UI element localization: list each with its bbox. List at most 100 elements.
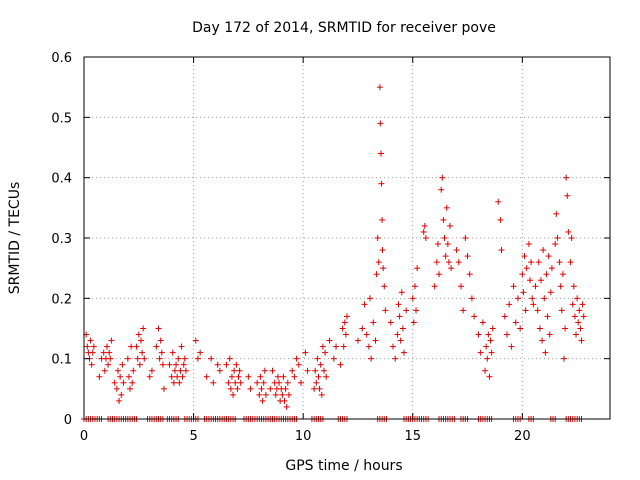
x-axis-label: GPS time / hours bbox=[285, 458, 402, 474]
data-point bbox=[523, 265, 530, 272]
data-point bbox=[498, 247, 505, 254]
data-point bbox=[323, 373, 330, 380]
data-point bbox=[527, 277, 534, 284]
data-point bbox=[160, 385, 167, 392]
data-point bbox=[337, 361, 344, 368]
data-point bbox=[443, 204, 450, 211]
data-point bbox=[284, 379, 291, 386]
data-point bbox=[576, 307, 583, 314]
data-point bbox=[223, 361, 230, 368]
data-point bbox=[506, 301, 513, 308]
data-point bbox=[485, 331, 492, 338]
y-tick-label: 0.6 bbox=[51, 51, 72, 66]
data-point bbox=[484, 355, 491, 362]
data-point bbox=[553, 210, 560, 217]
data-point bbox=[528, 259, 535, 266]
data-point bbox=[394, 331, 401, 338]
data-point bbox=[234, 385, 241, 392]
data-point bbox=[374, 235, 381, 241]
data-point bbox=[315, 373, 322, 380]
data-point bbox=[431, 283, 438, 290]
data-point bbox=[483, 343, 490, 350]
y-tick-label: 0 bbox=[64, 413, 72, 428]
data-point bbox=[387, 319, 394, 326]
data-point bbox=[439, 174, 446, 181]
data-point bbox=[233, 361, 240, 368]
y-tick-label: 0.5 bbox=[51, 111, 72, 126]
data-point bbox=[464, 253, 471, 260]
data-point bbox=[283, 403, 290, 410]
data-point bbox=[573, 331, 580, 338]
data-point bbox=[422, 235, 429, 241]
data-point bbox=[397, 337, 404, 344]
data-point bbox=[395, 301, 402, 308]
data-point bbox=[169, 349, 176, 356]
data-point bbox=[436, 271, 443, 278]
data-point bbox=[289, 367, 296, 374]
data-point bbox=[468, 295, 475, 302]
data-point bbox=[488, 349, 495, 356]
data-point bbox=[497, 216, 504, 223]
data-point bbox=[276, 379, 283, 386]
data-point bbox=[100, 349, 107, 356]
data-point bbox=[471, 313, 478, 320]
data-point bbox=[377, 150, 384, 157]
data-point bbox=[399, 325, 406, 332]
data-point bbox=[381, 283, 388, 290]
data-point bbox=[543, 271, 550, 278]
data-point bbox=[148, 367, 155, 374]
data-point bbox=[577, 325, 584, 332]
data-point bbox=[170, 379, 177, 386]
data-point bbox=[272, 391, 279, 398]
data-point bbox=[179, 373, 186, 380]
data-point bbox=[379, 216, 386, 223]
data-point bbox=[410, 319, 417, 326]
data-point bbox=[354, 337, 361, 344]
data-point bbox=[295, 361, 302, 368]
data-point bbox=[372, 337, 379, 344]
data-point bbox=[563, 174, 570, 181]
chart-title: Day 172 of 2014, SRMTID for receiver pov… bbox=[192, 20, 496, 36]
data-point bbox=[291, 373, 298, 380]
data-point bbox=[438, 186, 445, 193]
x-tick-label: 15 bbox=[404, 429, 421, 444]
data-point bbox=[135, 331, 142, 338]
data-point bbox=[326, 337, 333, 344]
data-point bbox=[228, 373, 235, 380]
data-point bbox=[396, 313, 403, 320]
data-point bbox=[235, 373, 242, 380]
y-tick-labels: 0 0.1 0.2 0.3 0.4 0.5 0.6 bbox=[51, 51, 72, 428]
data-point bbox=[285, 391, 292, 398]
y-tick-label: 0.4 bbox=[51, 172, 72, 187]
data-point bbox=[118, 391, 125, 398]
data-point bbox=[379, 247, 386, 254]
data-point bbox=[84, 343, 91, 350]
data-point bbox=[87, 337, 94, 344]
data-point bbox=[230, 391, 237, 398]
data-point bbox=[400, 349, 407, 356]
data-point bbox=[519, 271, 526, 278]
data-point bbox=[477, 349, 484, 356]
data-point bbox=[134, 355, 141, 362]
data-point bbox=[562, 325, 569, 332]
data-point bbox=[510, 283, 517, 290]
data-point bbox=[274, 373, 281, 380]
data-point bbox=[368, 355, 375, 362]
data-point bbox=[120, 379, 127, 386]
data-point bbox=[556, 259, 563, 266]
data-point bbox=[96, 373, 103, 380]
data-point bbox=[302, 349, 309, 356]
data-point bbox=[342, 331, 349, 338]
data-point bbox=[559, 271, 566, 278]
data-point bbox=[545, 253, 552, 260]
axis-ticks bbox=[83, 56, 610, 420]
data-point bbox=[557, 283, 564, 290]
data-point bbox=[180, 361, 187, 368]
data-point bbox=[104, 343, 111, 350]
data-point bbox=[101, 367, 108, 374]
data-point bbox=[482, 367, 489, 374]
x-tick-labels: 0 5 10 15 20 bbox=[80, 429, 531, 444]
data-point bbox=[129, 379, 136, 386]
data-point bbox=[89, 349, 96, 356]
